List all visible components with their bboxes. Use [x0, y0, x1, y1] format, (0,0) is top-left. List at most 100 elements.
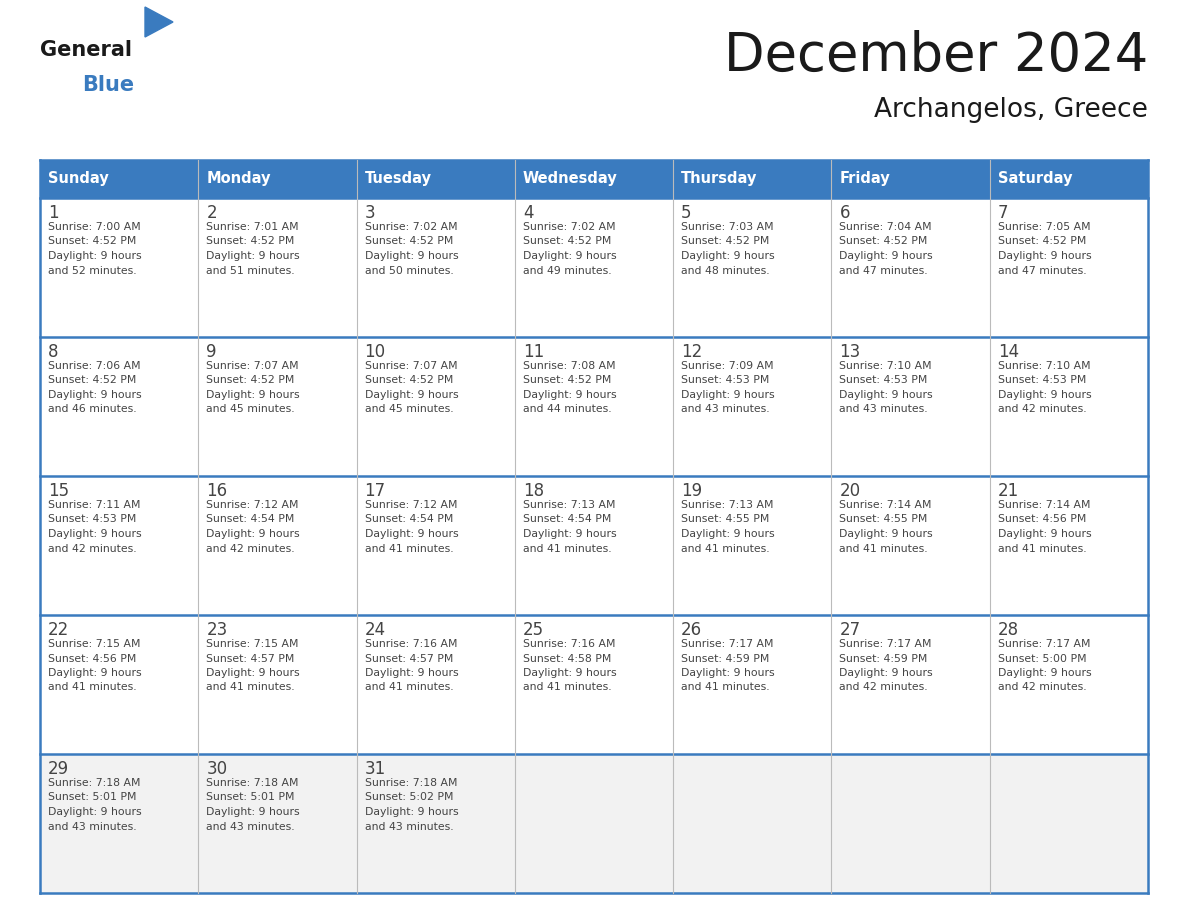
- Bar: [40, 337, 198, 476]
- Text: Sunset: 4:56 PM: Sunset: 4:56 PM: [48, 654, 137, 664]
- Text: Sunrise: 7:00 AM: Sunrise: 7:00 AM: [48, 222, 140, 232]
- Bar: [198, 476, 356, 615]
- Text: Sunset: 4:52 PM: Sunset: 4:52 PM: [681, 237, 770, 247]
- Text: Sunset: 4:54 PM: Sunset: 4:54 PM: [207, 514, 295, 524]
- Text: and 41 minutes.: and 41 minutes.: [365, 543, 453, 554]
- Text: 24: 24: [365, 621, 386, 639]
- Text: Daylight: 9 hours: Daylight: 9 hours: [365, 251, 459, 261]
- Bar: [990, 476, 1148, 615]
- Bar: [356, 337, 514, 476]
- Text: Sunrise: 7:14 AM: Sunrise: 7:14 AM: [998, 500, 1091, 510]
- Bar: [674, 476, 832, 615]
- Text: Sunset: 4:53 PM: Sunset: 4:53 PM: [48, 514, 137, 524]
- Text: Sunrise: 7:12 AM: Sunrise: 7:12 AM: [207, 500, 299, 510]
- Text: Sunset: 4:52 PM: Sunset: 4:52 PM: [207, 375, 295, 386]
- Bar: [356, 198, 514, 337]
- Bar: [514, 754, 674, 893]
- Text: Sunset: 4:53 PM: Sunset: 4:53 PM: [840, 375, 928, 386]
- Text: Daylight: 9 hours: Daylight: 9 hours: [998, 668, 1092, 678]
- Text: Sunset: 4:52 PM: Sunset: 4:52 PM: [365, 375, 453, 386]
- Text: 18: 18: [523, 482, 544, 500]
- Text: Sunset: 4:52 PM: Sunset: 4:52 PM: [523, 375, 612, 386]
- Bar: [674, 754, 832, 893]
- Text: Sunrise: 7:17 AM: Sunrise: 7:17 AM: [681, 639, 773, 649]
- Bar: [832, 476, 990, 615]
- Text: Sunrise: 7:17 AM: Sunrise: 7:17 AM: [840, 639, 931, 649]
- Text: and 42 minutes.: and 42 minutes.: [207, 543, 295, 554]
- Text: Sunrise: 7:18 AM: Sunrise: 7:18 AM: [207, 778, 299, 788]
- Text: 20: 20: [840, 482, 860, 500]
- Bar: [356, 160, 514, 198]
- Text: 8: 8: [48, 343, 58, 361]
- Text: and 41 minutes.: and 41 minutes.: [840, 543, 928, 554]
- Text: 15: 15: [48, 482, 69, 500]
- Text: Sunrise: 7:06 AM: Sunrise: 7:06 AM: [48, 361, 140, 371]
- Text: Daylight: 9 hours: Daylight: 9 hours: [523, 390, 617, 400]
- Bar: [674, 337, 832, 476]
- Text: Sunset: 4:52 PM: Sunset: 4:52 PM: [207, 237, 295, 247]
- Bar: [40, 615, 198, 754]
- Text: Daylight: 9 hours: Daylight: 9 hours: [207, 668, 299, 678]
- Bar: [674, 198, 832, 337]
- Text: Sunrise: 7:17 AM: Sunrise: 7:17 AM: [998, 639, 1091, 649]
- Text: 14: 14: [998, 343, 1019, 361]
- Text: 17: 17: [365, 482, 386, 500]
- Bar: [514, 198, 674, 337]
- Text: 23: 23: [207, 621, 228, 639]
- Text: 13: 13: [840, 343, 860, 361]
- Text: and 42 minutes.: and 42 minutes.: [998, 682, 1086, 692]
- Text: Friday: Friday: [840, 172, 890, 186]
- Text: Sunrise: 7:16 AM: Sunrise: 7:16 AM: [523, 639, 615, 649]
- Bar: [40, 754, 198, 893]
- Text: 29: 29: [48, 760, 69, 778]
- Text: Daylight: 9 hours: Daylight: 9 hours: [523, 668, 617, 678]
- Text: Sunrise: 7:12 AM: Sunrise: 7:12 AM: [365, 500, 457, 510]
- Text: Daylight: 9 hours: Daylight: 9 hours: [998, 529, 1092, 539]
- Text: and 43 minutes.: and 43 minutes.: [840, 405, 928, 415]
- Text: 3: 3: [365, 204, 375, 222]
- Text: Blue: Blue: [82, 75, 134, 95]
- Text: Daylight: 9 hours: Daylight: 9 hours: [48, 251, 141, 261]
- Text: Sunset: 4:52 PM: Sunset: 4:52 PM: [840, 237, 928, 247]
- Text: and 41 minutes.: and 41 minutes.: [998, 543, 1086, 554]
- Text: Sunset: 4:54 PM: Sunset: 4:54 PM: [523, 514, 612, 524]
- Text: and 48 minutes.: and 48 minutes.: [681, 265, 770, 275]
- Text: Sunrise: 7:02 AM: Sunrise: 7:02 AM: [365, 222, 457, 232]
- Text: Daylight: 9 hours: Daylight: 9 hours: [365, 390, 459, 400]
- Text: and 42 minutes.: and 42 minutes.: [998, 405, 1086, 415]
- Text: Sunrise: 7:13 AM: Sunrise: 7:13 AM: [523, 500, 615, 510]
- Bar: [514, 476, 674, 615]
- Text: and 41 minutes.: and 41 minutes.: [207, 682, 295, 692]
- Text: 30: 30: [207, 760, 227, 778]
- Text: 16: 16: [207, 482, 227, 500]
- Text: and 43 minutes.: and 43 minutes.: [681, 405, 770, 415]
- Text: Daylight: 9 hours: Daylight: 9 hours: [681, 529, 775, 539]
- Text: Daylight: 9 hours: Daylight: 9 hours: [48, 668, 141, 678]
- Text: 1: 1: [48, 204, 58, 222]
- Text: Sunrise: 7:07 AM: Sunrise: 7:07 AM: [207, 361, 299, 371]
- Bar: [832, 160, 990, 198]
- Text: Archangelos, Greece: Archangelos, Greece: [874, 97, 1148, 123]
- Bar: [514, 337, 674, 476]
- Text: and 43 minutes.: and 43 minutes.: [207, 822, 295, 832]
- Text: Daylight: 9 hours: Daylight: 9 hours: [48, 529, 141, 539]
- Text: Sunrise: 7:14 AM: Sunrise: 7:14 AM: [840, 500, 931, 510]
- Text: Daylight: 9 hours: Daylight: 9 hours: [207, 251, 299, 261]
- Text: Daylight: 9 hours: Daylight: 9 hours: [207, 529, 299, 539]
- Bar: [674, 615, 832, 754]
- Text: and 41 minutes.: and 41 minutes.: [48, 682, 137, 692]
- Text: Sunrise: 7:15 AM: Sunrise: 7:15 AM: [207, 639, 299, 649]
- Text: Sunrise: 7:09 AM: Sunrise: 7:09 AM: [681, 361, 773, 371]
- Text: Daylight: 9 hours: Daylight: 9 hours: [365, 529, 459, 539]
- Text: Daylight: 9 hours: Daylight: 9 hours: [840, 668, 933, 678]
- Text: Wednesday: Wednesday: [523, 172, 618, 186]
- Text: Sunrise: 7:03 AM: Sunrise: 7:03 AM: [681, 222, 773, 232]
- Text: and 47 minutes.: and 47 minutes.: [840, 265, 928, 275]
- Text: Daylight: 9 hours: Daylight: 9 hours: [207, 390, 299, 400]
- Bar: [198, 754, 356, 893]
- Text: Sunset: 5:00 PM: Sunset: 5:00 PM: [998, 654, 1086, 664]
- Bar: [198, 615, 356, 754]
- Text: 9: 9: [207, 343, 216, 361]
- Text: Sunrise: 7:11 AM: Sunrise: 7:11 AM: [48, 500, 140, 510]
- Text: 22: 22: [48, 621, 69, 639]
